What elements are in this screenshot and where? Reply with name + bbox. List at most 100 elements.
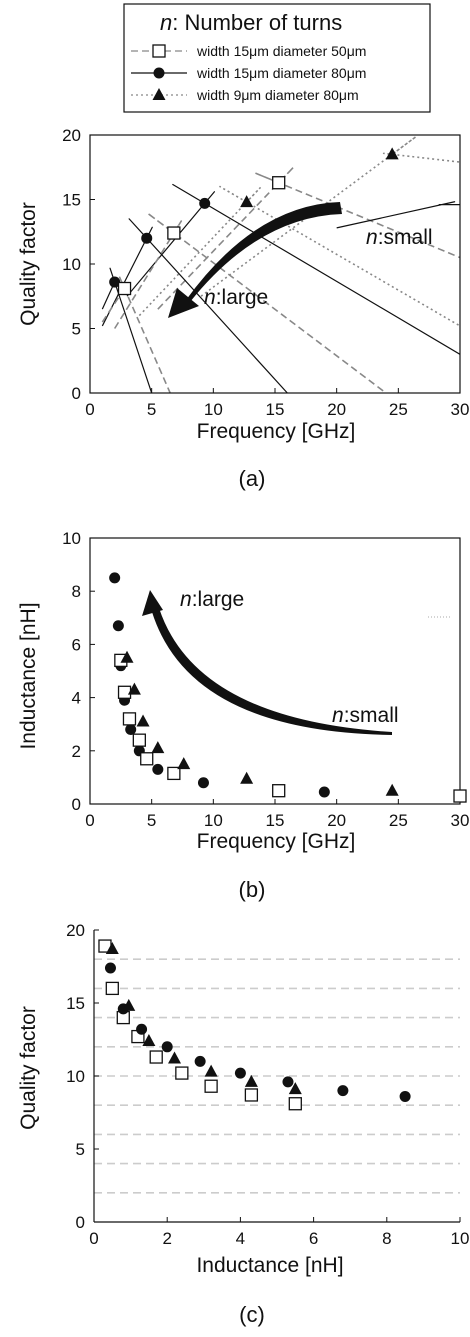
panel-b-point [318, 786, 330, 798]
panel-b-point [272, 784, 286, 798]
panel-b-point [125, 724, 137, 736]
panel-c-point [149, 1050, 163, 1064]
panel-a-large-text: :large [216, 286, 269, 309]
panel-b-point [167, 766, 181, 781]
legend-marker-0 [152, 44, 166, 58]
panel-a-ytick-label: 5 [72, 320, 81, 339]
legend-marker-1 [153, 67, 165, 79]
panel-a-curve-2 [138, 185, 460, 327]
panel-c-xtick-label: 8 [382, 1229, 391, 1248]
panel-b-ytick-label: 10 [62, 529, 81, 548]
panel-a-xtick-label: 20 [327, 400, 346, 419]
panel-b-inductance-vs-frequency: Inductance [nH] Frequency [GHz] (b) n:la… [17, 529, 469, 902]
panel-b-point [453, 789, 467, 803]
panel-b-xtick-label: 20 [327, 811, 346, 830]
panel-b-xtick-label: 30 [451, 811, 470, 830]
panel-c-xtick-label: 0 [89, 1229, 98, 1248]
panel-a-xtick-label: 10 [204, 400, 223, 419]
panel-a-point [385, 147, 399, 160]
panel-a-ytick-label: 10 [62, 255, 81, 274]
panel-b-point [140, 752, 154, 766]
panel-b-point [240, 771, 254, 784]
panel-c-xtick-label: 10 [451, 1229, 470, 1248]
panel-a-trend-arrowhead [168, 288, 199, 318]
panel-b-label: (b) [239, 877, 266, 902]
panel-a-small-text: :small [378, 226, 433, 249]
panel-b-point [112, 620, 124, 632]
panel-c-point [234, 1067, 246, 1079]
panel-b-large-text: :large [192, 588, 245, 611]
panel-c-ytick-label: 0 [76, 1213, 85, 1232]
panel-c-xtick-label: 6 [309, 1229, 318, 1248]
legend-entry-label-2: width 9μm diameter 80μm [196, 87, 359, 103]
panel-c-point [204, 1064, 218, 1077]
panel-b-point [177, 757, 191, 770]
panel-a-point [199, 197, 211, 209]
panel-c-point [288, 1082, 302, 1095]
panel-b-point [152, 763, 164, 775]
panel-a-xtick-label: 25 [389, 400, 408, 419]
panel-b-trend-arrowhead [142, 590, 163, 616]
panel-a-annotation-large: n:large [204, 286, 268, 309]
panel-c-point [104, 962, 116, 974]
panel-c-ytick-label: 5 [76, 1140, 85, 1159]
panel-c-xlabel: Inductance [nH] [196, 1254, 343, 1277]
panel-b-point [132, 733, 146, 747]
panel-c-ytick-label: 15 [66, 994, 85, 1013]
panel-b-ylabel: Inductance [nH] [17, 602, 40, 749]
legend-title-text: : Number of turns [172, 10, 342, 35]
panel-b-point [122, 712, 137, 726]
panel-b-ytick-label: 2 [72, 742, 81, 761]
panel-b-point [117, 685, 132, 699]
panel-c-point [175, 1066, 189, 1080]
panel-b-xtick-label: 25 [389, 811, 408, 830]
panel-b-xtick-label: 0 [85, 811, 94, 830]
panel-a-small-var: n [366, 226, 378, 249]
panel-c-point [105, 941, 119, 954]
panel-a-label: (a) [239, 466, 266, 491]
panel-c-point [168, 1051, 182, 1064]
panel-a-curve-8 [336, 201, 460, 229]
panel-c-label: (c) [239, 1302, 265, 1327]
panel-a-point [109, 276, 121, 288]
panel-b-xtick-label: 15 [266, 811, 285, 830]
panel-b-point [120, 650, 134, 663]
legend-marker-2 [152, 88, 166, 100]
panel-b-ytick-label: 0 [72, 795, 81, 814]
panel-a-xtick-label: 15 [266, 400, 285, 419]
panel-b-small-text: :small [344, 704, 399, 727]
panel-c-point [337, 1085, 349, 1097]
panel-b-point [151, 741, 165, 754]
panel-b-point [109, 572, 121, 584]
legend-title-var: n [160, 10, 172, 35]
panel-c-point [204, 1079, 218, 1093]
panel-a-xtick-label: 30 [451, 400, 470, 419]
panel-a-large-var: n [204, 286, 216, 309]
panel-a-curve-0 [200, 135, 460, 297]
panel-a-xtick-label: 5 [147, 400, 156, 419]
panel-a-ytick-label: 20 [62, 126, 81, 145]
panel-c-point [244, 1074, 258, 1087]
panel-c-point [105, 981, 119, 996]
panel-a-xlabel: Frequency [GHz] [197, 420, 356, 443]
panel-b-ytick-label: 6 [72, 635, 81, 654]
panel-b-trend-arrow [152, 608, 392, 735]
panel-b-xlabel: Frequency [GHz] [197, 830, 356, 853]
panel-b-large-var: n [180, 588, 192, 611]
panel-b-annotation-large: n:large [180, 588, 244, 611]
panel-a-quality-vs-frequency: Quality factor Frequency [GHz] (a) n:sma… [17, 126, 469, 491]
panel-a-point [117, 281, 132, 296]
legend: n: Number of turns width 15μm diameter 5… [123, 3, 431, 113]
panel-a-point [240, 195, 254, 208]
panel-a-curves [101, 135, 460, 393]
panel-b-point [385, 783, 399, 796]
panel-c-xtick-label: 2 [162, 1229, 171, 1248]
panel-b-ytick-label: 8 [72, 582, 81, 601]
panel-a-frame [89, 134, 461, 394]
panel-c-quality-vs-inductance: Quality factor Inductance [nH] (c) 0 2 4 6 8… [17, 921, 469, 1327]
panel-b-annotation-small: n:small [332, 704, 399, 727]
legend-entry-label-0: width 15μm diameter 50μm [196, 43, 366, 59]
panel-a-trend-arrow [186, 202, 342, 302]
legend-title: n: Number of turns [160, 10, 342, 35]
